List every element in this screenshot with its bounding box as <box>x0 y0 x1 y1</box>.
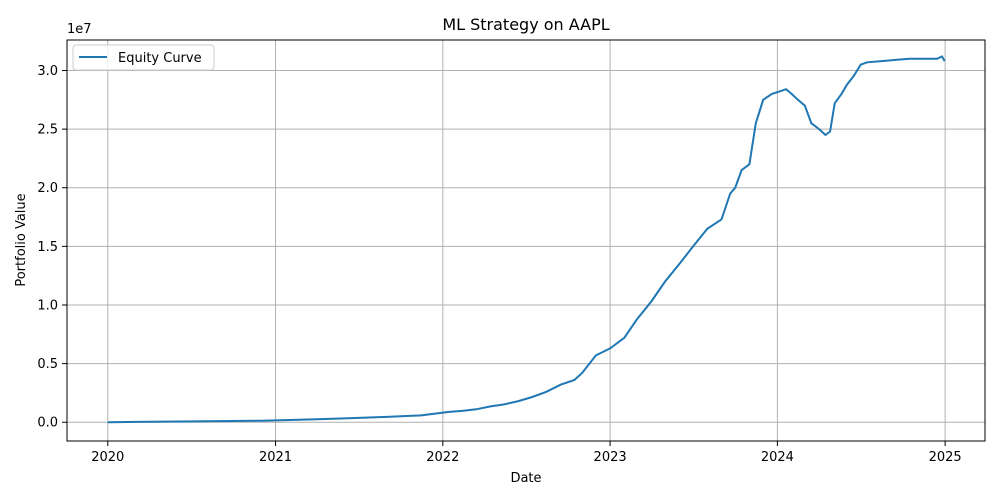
x-tick-label: 2025 <box>929 450 962 465</box>
y-tick-label: 1.0 <box>37 298 58 313</box>
plot-frame <box>66 39 986 442</box>
equity-curve-line <box>107 55 946 424</box>
x-tick-label: 2023 <box>594 450 627 465</box>
y-tick-label: 3.0 <box>37 64 58 79</box>
chart-title: ML Strategy on AAPL <box>442 15 609 34</box>
y-axis-ticks: 0.0 0.5 1.0 1.5 2.0 2.5 3.0 <box>37 64 67 431</box>
y-tick-label: 0.0 <box>37 416 58 431</box>
legend-box <box>72 44 215 71</box>
x-axis-ticks: 2020 2021 2022 2023 2024 2025 <box>91 441 962 465</box>
grid <box>67 40 985 441</box>
y-tick-label: 0.5 <box>37 357 58 372</box>
x-tick-label: 2024 <box>761 450 794 465</box>
x-tick-label: 2021 <box>259 450 292 465</box>
x-tick-label: 2022 <box>426 450 459 465</box>
y-tick-label: 2.5 <box>37 123 58 138</box>
legend: Equity Curve <box>72 44 215 71</box>
y-tick-label: 2.0 <box>37 181 58 196</box>
y-axis-label: Portfolio Value <box>14 193 29 286</box>
legend-label-equity-curve: Equity Curve <box>118 51 202 66</box>
y-offset-label: 1e7 <box>67 22 92 37</box>
x-axis-label: Date <box>510 471 541 486</box>
x-tick-label: 2020 <box>91 450 124 465</box>
y-tick-label: 1.5 <box>37 240 58 255</box>
